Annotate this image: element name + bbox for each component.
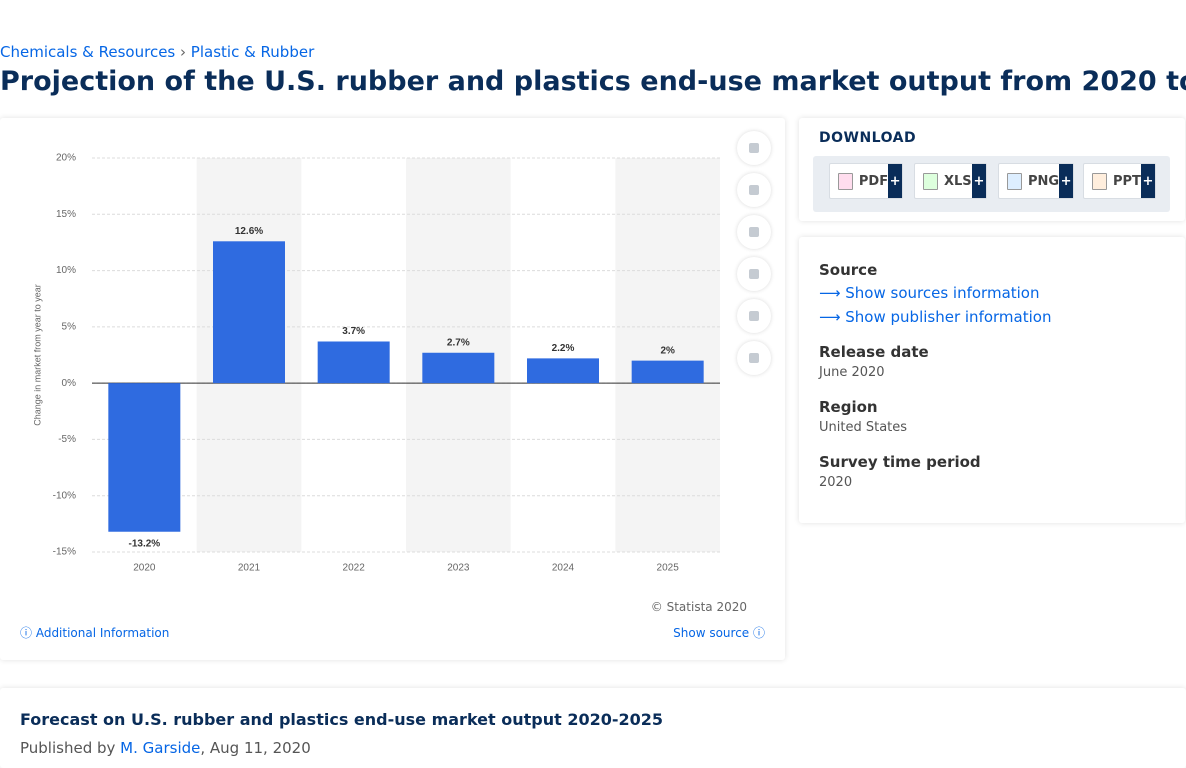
bar: [213, 241, 285, 384]
breadcrumb-link[interactable]: Plastic & Rubber: [190, 43, 315, 61]
additional-info-text: Additional Information: [35, 626, 170, 640]
survey: 2020: [819, 475, 853, 490]
favorite-button[interactable]: [737, 131, 771, 165]
sources-link[interactable]: ⟶ Show sources information: [819, 284, 1040, 302]
release: June 2020: [819, 365, 885, 380]
value-label: 3.7%: [342, 326, 365, 337]
additional-info[interactable]: ⓘ Additional Information: [20, 626, 170, 640]
y-tick-label: 0%: [62, 378, 77, 389]
print-button[interactable]: [737, 341, 771, 375]
published-by: Published by: [20, 739, 116, 757]
bar: [422, 352, 495, 384]
link-text: Show sources information: [845, 284, 1040, 302]
x-tick-label: 2021: [238, 563, 261, 574]
plus: +: [1059, 164, 1073, 198]
chart-panel: Change in market from year to year -15% -…: [0, 118, 785, 660]
y-tick-label: 10%: [56, 265, 76, 276]
region: United States: [819, 420, 908, 435]
cite-button[interactable]: [737, 299, 771, 333]
x-tick-label: 2025: [657, 563, 680, 574]
format: PDF: [858, 173, 889, 189]
x-tick-label: 2024: [552, 563, 575, 574]
bar: [108, 383, 181, 532]
y-tick-label: -10%: [53, 490, 76, 501]
link-text: Show publisher information: [845, 308, 1052, 326]
x-tick-label: 2022: [343, 563, 366, 574]
y-tick-label: -5%: [58, 434, 76, 445]
show-source[interactable]: Show source ⓘ: [673, 626, 765, 640]
y-tick-label: 15%: [56, 209, 76, 220]
details-panel: Source ⟶ Show sources information ⟶ Show…: [799, 237, 1185, 523]
plus: +: [1141, 164, 1155, 198]
share-button[interactable]: [737, 257, 771, 291]
format: XLS: [944, 173, 972, 189]
release-title: Release date: [819, 343, 929, 361]
value-label: 12.6%: [235, 226, 263, 237]
breadcrumb-link[interactable]: Chemicals & Resources: [0, 43, 176, 61]
y-tick-label: -15%: [53, 547, 76, 558]
band-shade: [615, 158, 720, 552]
download-ppt[interactable]: PPT +: [1083, 163, 1156, 199]
value-label: -13.2%: [128, 538, 160, 549]
value-label: 2.2%: [552, 343, 575, 354]
show-source-text: Show source: [673, 626, 750, 640]
chart: Change in market from year to year -15% -…: [32, 153, 720, 574]
plus: +: [888, 164, 902, 198]
value-label: 2.7%: [447, 337, 470, 348]
alert-button[interactable]: [737, 173, 771, 207]
report-title: Forecast on U.S. rubber and plastics end…: [20, 710, 664, 729]
download-png[interactable]: PNG +: [998, 163, 1074, 199]
value-label: 2%: [660, 345, 675, 356]
download-pdf[interactable]: PDF +: [829, 163, 903, 199]
format: PNG: [1027, 173, 1060, 189]
report-panel: Forecast on U.S. rubber and plastics end…: [0, 688, 1186, 768]
y-tick-label: 20%: [56, 153, 76, 164]
y-tick-label: 5%: [62, 321, 77, 332]
region-title: Region: [819, 398, 878, 416]
author-link[interactable]: M. Garside: [120, 739, 201, 757]
x-tick-label: 2023: [447, 563, 470, 574]
publisher-link[interactable]: ⟶ Show publisher information: [819, 308, 1052, 326]
bar: [317, 341, 390, 384]
settings-button[interactable]: [737, 215, 771, 249]
y-axis-label: Change in market from year to year: [32, 284, 42, 426]
report-meta: Published by M. Garside, Aug 11, 2020: [20, 739, 311, 757]
format: PPT: [1113, 173, 1141, 189]
page-title: Projection of the U.S. rubber and plasti…: [0, 66, 1186, 97]
date: , Aug 11, 2020: [200, 739, 311, 757]
breadcrumb: Chemicals & Resources › Plastic & Rubber: [0, 43, 315, 61]
bar: [631, 360, 704, 384]
survey-title: Survey time period: [819, 453, 981, 471]
source-title: Source: [819, 261, 878, 279]
x-tick-label: 2020: [133, 563, 156, 574]
plus: +: [972, 164, 986, 198]
download-title: DOWNLOAD: [819, 130, 917, 146]
copyright: © Statista 2020: [650, 600, 747, 614]
bar: [527, 358, 599, 384]
download-xls[interactable]: XLS +: [914, 163, 987, 199]
